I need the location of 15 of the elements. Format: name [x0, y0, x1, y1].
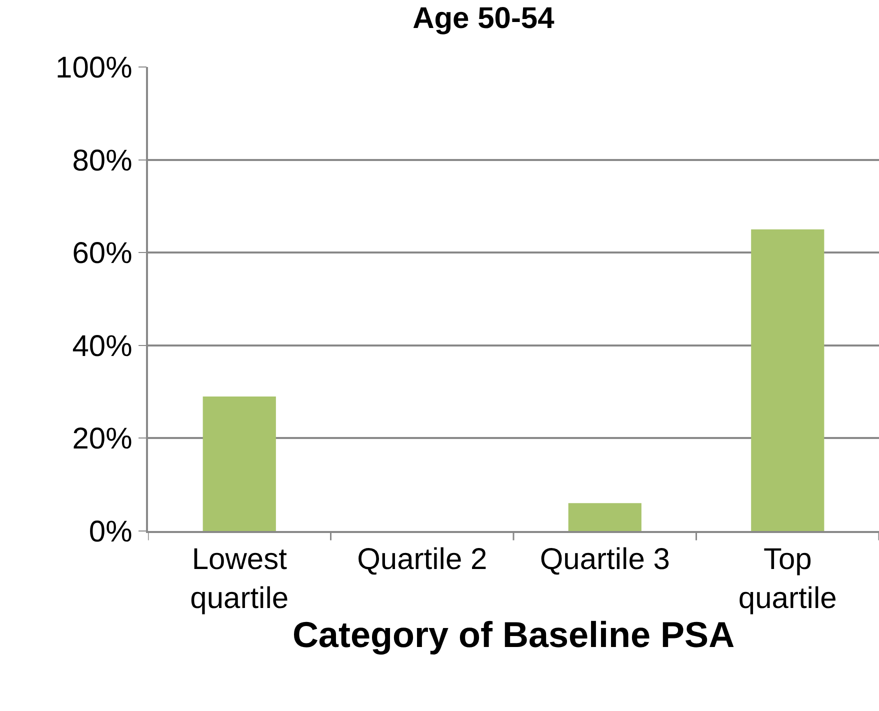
- y-tick-label: 60%: [72, 237, 132, 270]
- chart-title: Age 50-54: [412, 2, 555, 36]
- y-tick-label: 100%: [56, 52, 132, 84]
- y-tick-label: 20%: [72, 422, 132, 456]
- bar: [568, 503, 642, 531]
- x-tick-label: Top quartile: [738, 542, 837, 615]
- y-tick-label: 40%: [72, 330, 132, 363]
- x-tick-label: Quartile 3: [540, 542, 670, 576]
- y-tick-label: 80%: [72, 144, 132, 178]
- x-tick-label: Lowest quartile: [190, 542, 289, 615]
- bar: [202, 396, 276, 531]
- x-axis-title: Category of Baseline PSA: [292, 614, 735, 655]
- x-tick-label: Quartile 2: [357, 542, 488, 576]
- y-tick-label: 0%: [88, 516, 132, 548]
- bar: [751, 229, 824, 531]
